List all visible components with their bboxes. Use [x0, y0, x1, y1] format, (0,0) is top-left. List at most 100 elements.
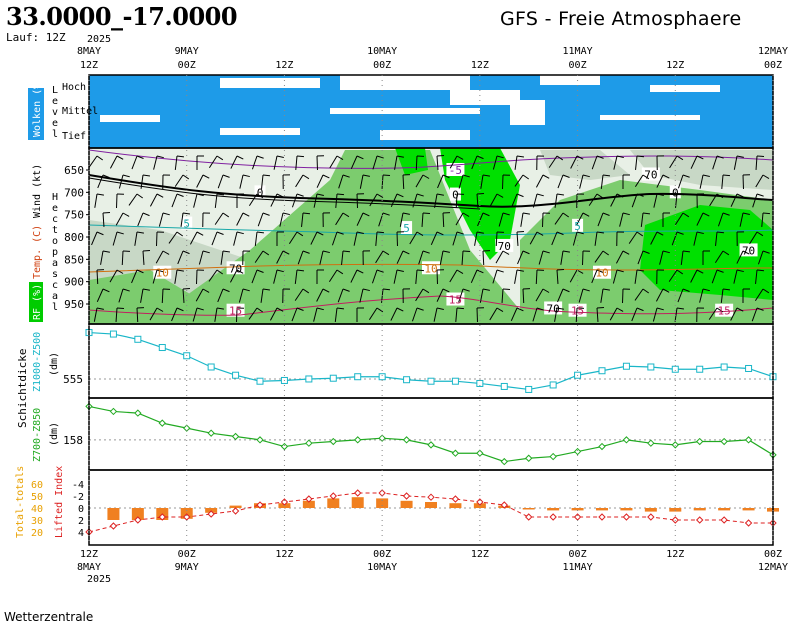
- wind-barb: [434, 193, 438, 208]
- wind-barb: [482, 250, 485, 266]
- wind-barb-flag: [262, 250, 270, 256]
- wind-barb: [680, 250, 684, 265]
- wind-barb: [436, 155, 439, 171]
- wind-barb: [375, 250, 384, 264]
- thickness-lower-point: [427, 441, 435, 449]
- cloud-gap: [650, 85, 720, 92]
- thickness-upper-point: [720, 363, 728, 371]
- contour-label-bg: [226, 261, 245, 275]
- wind-barb: [152, 269, 158, 284]
- wind-barb: [236, 212, 244, 226]
- cloud-gap: [600, 115, 700, 120]
- wind-barb: [634, 288, 644, 301]
- lifted-index-point: [207, 510, 215, 518]
- total-totals-bar: [107, 508, 120, 520]
- time-tick-day-bottom: 8MAY: [77, 562, 101, 573]
- wind-barb: [335, 212, 344, 226]
- thickness-lower-point: [622, 436, 631, 444]
- wind-barb: [535, 288, 544, 302]
- wind-barb: [640, 212, 644, 227]
- wind-barb-flag: [176, 155, 185, 158]
- wind-barb: [569, 269, 578, 283]
- time-tick-hour-top: 00Z: [569, 60, 587, 71]
- wind-barb: [369, 193, 378, 207]
- pressure-tick-750: 750: [64, 209, 84, 222]
- thickness-lower-point: [744, 436, 753, 444]
- wind-barb: [109, 269, 118, 283]
- wind-barb: [715, 231, 718, 246]
- wind-barb: [238, 288, 244, 303]
- wind-barb: [279, 212, 284, 227]
- wind-barb-flag: [416, 307, 424, 311]
- wind-barb-flag: [476, 269, 484, 274]
- cloud-gap: [340, 75, 470, 90]
- wind-barb-flag: [336, 231, 344, 235]
- wind-barb-flag: [222, 288, 230, 293]
- wind-barb-flag: [536, 193, 544, 197]
- level-label-char: e: [52, 96, 58, 107]
- wind-barb-flag: [216, 193, 225, 196]
- time-tick-hour-bottom: 00Z: [569, 549, 587, 560]
- wind-barb: [182, 288, 185, 304]
- wind-barb: [328, 269, 338, 283]
- wind-barb-flag: [416, 231, 424, 237]
- wind-barb: [757, 250, 764, 265]
- wind-barb: [733, 155, 738, 170]
- wind-barb: [291, 307, 298, 322]
- thickness-upper-point: [451, 377, 459, 385]
- wind-barb: [650, 231, 658, 245]
- wind-barb: [495, 250, 504, 264]
- wind-barb: [270, 193, 278, 207]
- wind-barb: [356, 212, 364, 226]
- wind-barb-flag: [362, 288, 370, 292]
- total-totals-tick: 30: [31, 516, 43, 527]
- time-tick-hour-top: 12Z: [80, 60, 98, 71]
- thickness-lower-point: [720, 437, 728, 446]
- wind-barb-flag: [522, 250, 530, 255]
- wind-barb-flag: [342, 174, 350, 178]
- wind-barb-flag: [756, 193, 764, 197]
- wind-barb: [495, 231, 498, 247]
- wind-barb-flag: [556, 307, 564, 310]
- wind-barb: [514, 269, 518, 284]
- wind-barb: [313, 193, 318, 208]
- wind-barb: [442, 212, 445, 228]
- time-tick-hour-top: 12Z: [471, 60, 489, 71]
- wind-barb: [334, 307, 338, 322]
- time-tick-hour-top: 12Z: [275, 60, 293, 71]
- lifted-index-point: [720, 516, 728, 524]
- total-totals-tick: 20: [31, 528, 43, 539]
- wind-barb-flag: [642, 212, 651, 215]
- wind-barb: [158, 212, 164, 227]
- wind-barb: [714, 250, 724, 264]
- wind-barb: [193, 193, 198, 208]
- thickness-lower-point: [305, 439, 313, 447]
- wind-barb: [477, 212, 484, 227]
- thickness-lower-point: [671, 441, 679, 449]
- wind-barb-flag: [696, 155, 704, 160]
- wind-barb-flag: [276, 193, 284, 198]
- wind-barb: [316, 288, 324, 302]
- wind-barb: [517, 250, 524, 265]
- wind-barb: [437, 174, 444, 189]
- wind-barb: [609, 307, 618, 321]
- wind-barb: [137, 212, 144, 227]
- pressure-tick-800: 800: [64, 231, 84, 244]
- thickness-upper-point: [622, 362, 630, 370]
- contour-label: 0: [672, 186, 679, 199]
- wind-barb: [489, 193, 498, 207]
- hpa-label-char: a: [52, 291, 58, 302]
- wind-barb: [196, 174, 204, 188]
- wind-barb: [214, 212, 224, 225]
- wind-barb-flag: [142, 174, 151, 177]
- lifted-index-point: [280, 498, 289, 506]
- wind-barb-flag: [622, 250, 630, 255]
- wind-barb-flag: [436, 307, 444, 310]
- wind-barb: [514, 174, 524, 187]
- wind-barb-flag: [396, 269, 404, 272]
- wind-barb-flag: [422, 174, 430, 179]
- lifted-index-point: [525, 513, 533, 521]
- wind-barb-flag: [342, 212, 350, 218]
- cloud-gap: [220, 128, 300, 135]
